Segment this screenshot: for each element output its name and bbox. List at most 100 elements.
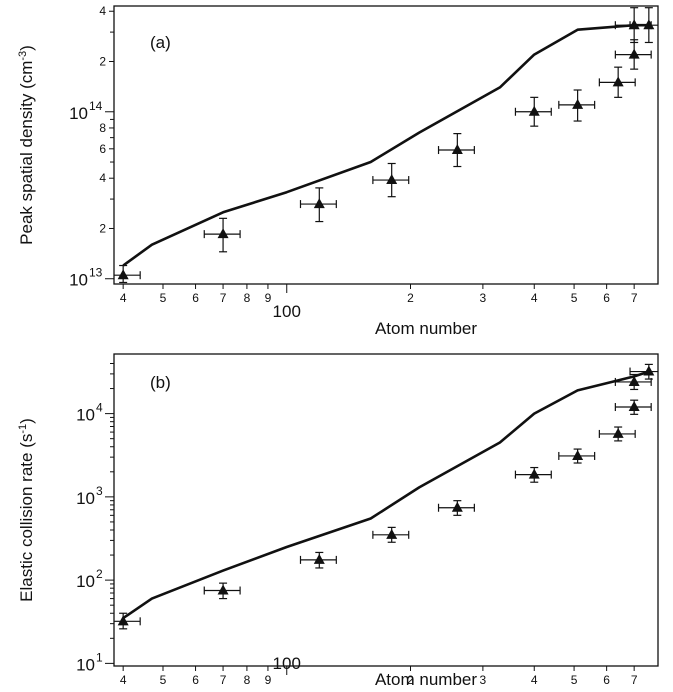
triangle-marker: [643, 365, 655, 376]
x-tick-label: 6: [603, 673, 610, 687]
x-axis-label: Atom number: [375, 319, 477, 338]
data-points: [114, 7, 658, 284]
x-tick-label: 3: [480, 673, 487, 687]
plot-frame: [113, 5, 659, 285]
x-tick-label: 2: [407, 673, 414, 687]
x-tick-label: 3: [480, 291, 487, 305]
y-axis-label-text: Elastic collision rate (s: [17, 434, 36, 602]
x-tick-label: 2: [407, 291, 414, 305]
triangle-marker: [117, 615, 129, 626]
data-point: [598, 426, 636, 442]
triangle-marker: [612, 427, 624, 438]
data-point: [629, 363, 658, 380]
data-point: [614, 399, 652, 415]
y-axis-label: Peak spatial density (cm-3): [17, 45, 36, 245]
y-major-tick-base: 10: [76, 406, 95, 425]
y-axis-label-text: Peak spatial density (cm: [17, 61, 36, 245]
y-tick-label: 2: [99, 55, 106, 69]
data-point: [114, 264, 141, 284]
y-major-tick-exponent: 2: [96, 567, 103, 581]
x-major-tick-label: 100: [273, 654, 301, 673]
data-point: [437, 500, 475, 516]
data-point: [203, 582, 241, 600]
y-tick-label: 2: [99, 221, 106, 235]
data-point: [299, 551, 337, 569]
triangle-marker: [628, 19, 640, 30]
triangle-marker: [451, 501, 463, 512]
x-tick-label: 6: [603, 291, 610, 305]
triangle-marker: [386, 528, 398, 539]
y-tick-label: 8: [99, 121, 106, 135]
triangle-marker: [313, 198, 325, 209]
data-point: [558, 448, 596, 464]
panel-label: (a): [150, 33, 171, 52]
x-tick-label: 8: [244, 673, 251, 687]
x-tick-label: 8: [244, 291, 251, 305]
y-tick-label: 4: [99, 4, 106, 18]
triangle-marker: [572, 98, 584, 109]
x-tick-label: 9: [265, 673, 272, 687]
y-tick-label: 4: [99, 171, 106, 185]
y-axis-label-close: ): [17, 418, 36, 424]
y-major-tick-base: 10: [69, 104, 88, 123]
x-tick-label: 5: [571, 673, 578, 687]
x-tick-label: 9: [265, 291, 272, 305]
y-major-tick-base: 10: [76, 655, 95, 674]
x-tick-label: 5: [160, 291, 167, 305]
data-point: [372, 526, 410, 543]
model-curve: [122, 23, 649, 267]
x-tick-label: 7: [631, 673, 638, 687]
x-axis-label: Atom number: [375, 670, 477, 689]
data-points: [114, 363, 658, 630]
triangle-marker: [217, 228, 229, 239]
y-major-tick-base: 10: [76, 489, 95, 508]
x-tick-label: 6: [192, 291, 199, 305]
data-point: [514, 466, 552, 483]
triangle-marker: [313, 553, 325, 564]
data-point: [114, 612, 141, 630]
triangle-marker: [572, 449, 584, 460]
data-point: [598, 66, 636, 98]
y-axis-label: Elastic collision rate (s-1): [17, 418, 36, 602]
triangle-marker: [643, 19, 655, 30]
x-major-tick-label: 100: [273, 302, 301, 321]
data-point: [629, 7, 658, 44]
x-tick-label: 4: [531, 673, 538, 687]
data-point: [514, 96, 552, 127]
y-major-tick-exponent: 14: [89, 99, 103, 113]
data-point: [614, 373, 652, 391]
triangle-marker: [612, 76, 624, 87]
data-point: [558, 89, 596, 122]
triangle-marker: [217, 584, 229, 595]
y-major-tick-exponent: 13: [89, 266, 103, 280]
y-major-tick-exponent: 3: [96, 484, 103, 498]
y-axis-label-close: ): [17, 45, 36, 51]
x-tick-label: 7: [220, 673, 227, 687]
triangle-marker: [386, 174, 398, 185]
triangle-marker: [528, 105, 540, 116]
data-point: [299, 187, 337, 223]
y-major-tick-exponent: 4: [96, 401, 103, 415]
y-axis-label-exponent: -1: [17, 424, 29, 434]
data-point: [203, 217, 241, 253]
triangle-marker: [451, 144, 463, 155]
y-axis-label-exponent: -3: [17, 51, 29, 61]
data-point: [614, 39, 652, 70]
x-tick-label: 4: [531, 291, 538, 305]
triangle-marker: [628, 375, 640, 386]
triangle-marker: [528, 468, 540, 479]
data-point: [437, 133, 475, 168]
y-tick-label: 6: [99, 142, 106, 156]
y-major-tick-base: 10: [69, 271, 88, 290]
model-curve: [122, 370, 650, 620]
triangle-marker: [628, 401, 640, 412]
x-tick-label: 7: [631, 291, 638, 305]
x-tick-label: 6: [192, 673, 199, 687]
triangle-marker: [117, 269, 129, 280]
triangle-marker: [628, 48, 640, 59]
panel-label: (b): [150, 373, 171, 392]
y-major-tick-exponent: 1: [96, 650, 103, 664]
data-point: [372, 162, 410, 198]
